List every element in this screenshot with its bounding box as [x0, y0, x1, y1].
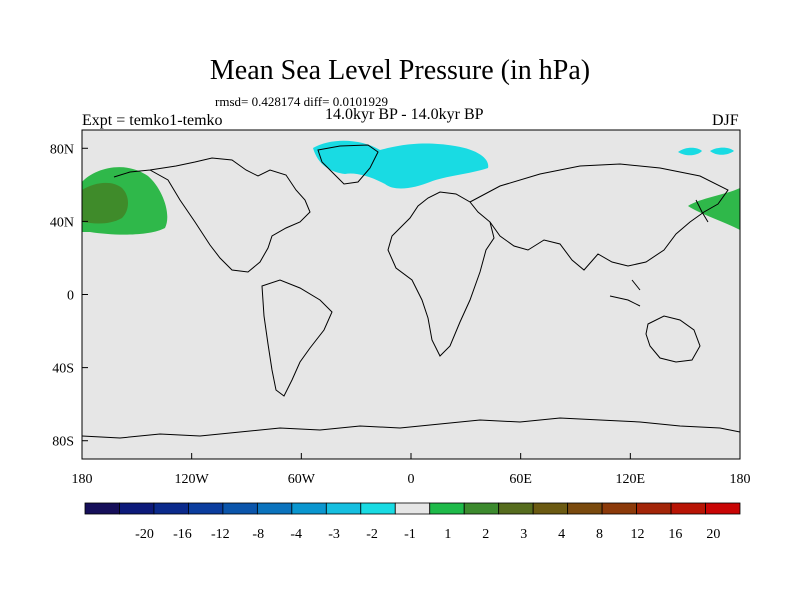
colorbar-swatch — [463, 502, 500, 515]
asia-coast — [469, 163, 729, 271]
colorbar-label: -8 — [252, 527, 264, 542]
colorbar-swatch — [567, 502, 603, 515]
lon-tick-label: 120E — [616, 472, 646, 487]
lon-tick-label: 180 — [72, 472, 93, 487]
colorbar-label: -4 — [290, 527, 302, 542]
colorbar-swatch — [360, 502, 396, 515]
colorbar-swatch — [670, 502, 706, 515]
colorbar-label: -2 — [366, 527, 378, 542]
north-america-coast — [113, 157, 311, 273]
north-atlantic-negative-anomaly — [313, 140, 489, 189]
colorbar-swatch — [705, 502, 741, 515]
colorbar-swatch — [601, 502, 637, 515]
colorbar-swatch — [222, 502, 258, 515]
colorbar-label: 2 — [482, 527, 489, 542]
north-pacific-positive-anomaly-east — [688, 188, 740, 230]
colorbar-label: 20 — [706, 527, 720, 542]
period-label: 14.0kyr BP - 14.0kyr BP — [325, 106, 484, 123]
coastlines — [81, 144, 741, 439]
experiment-label: Expt = temko1-temko — [82, 112, 223, 129]
maritime-islands-coast — [609, 199, 709, 307]
colorbar-label: 8 — [596, 527, 603, 542]
colorbar-label: 12 — [630, 527, 644, 542]
lon-tick-label: 0 — [408, 472, 415, 487]
lon-tick-label: 120W — [175, 472, 210, 487]
colorbar-label: 4 — [558, 527, 565, 542]
colorbar-label: 3 — [520, 527, 527, 542]
north-pacific-core-anomaly — [82, 182, 128, 224]
lon-tick-label: 60W — [288, 472, 316, 487]
colorbar-label: -12 — [211, 527, 230, 542]
colorbar-swatch — [256, 502, 293, 515]
colorbar: -20 -16 -12 -8 -4 -3 -2 -1 1 2 3 4 8 12 16 20 — [84, 502, 741, 542]
colorbar-label: -16 — [173, 527, 192, 542]
colorbar-swatch — [325, 502, 362, 515]
colorbar-swatch — [498, 502, 534, 515]
colorbar-swatch — [291, 502, 327, 515]
colorbar-swatch — [119, 502, 155, 515]
colorbar-label: -3 — [328, 527, 340, 542]
colorbar-swatch — [394, 502, 431, 515]
lat-tick-label: 0 — [67, 289, 74, 304]
australia-coast — [645, 315, 701, 363]
lon-tick-label: 60E — [509, 472, 532, 487]
colorbar-label: 16 — [668, 527, 682, 542]
colorbar-swatch — [84, 502, 120, 515]
greenland-coast — [317, 144, 379, 185]
colorbar-label: 1 — [444, 527, 451, 542]
colorbar-label: -1 — [404, 527, 416, 542]
lat-tick-label: 80S — [52, 435, 74, 450]
latitude-axis: 80N 40N 0 40S 80S — [50, 142, 88, 450]
longitude-axis: 180 120W 60W 0 60E 120E 180 — [72, 453, 751, 487]
map-plot-area — [81, 129, 741, 460]
season-label: DJF — [712, 112, 739, 129]
south-america-coast — [261, 279, 333, 397]
colorbar-label: -20 — [135, 527, 154, 542]
arctic-negative-anomaly — [678, 147, 734, 156]
lat-tick-label: 40N — [50, 215, 74, 230]
europe-africa-coast — [387, 191, 495, 357]
colorbar-swatch — [532, 502, 569, 515]
colorbar-swatch — [429, 502, 465, 515]
antarctica-coast — [81, 417, 741, 439]
lat-tick-label: 80N — [50, 142, 74, 157]
map-title: Mean Sea Level Pressure (in hPa) — [209, 55, 591, 86]
colorbar-swatch — [636, 502, 672, 515]
colorbar-swatch — [188, 502, 224, 515]
lat-tick-label: 40S — [52, 362, 74, 377]
statistics-label: rmsd= 0.428174 diff= 0.0101929 — [215, 94, 388, 109]
colorbar-swatch — [153, 502, 189, 515]
lon-tick-label: 180 — [730, 472, 751, 487]
